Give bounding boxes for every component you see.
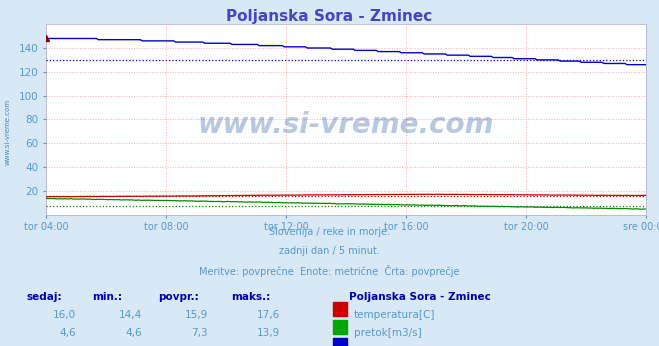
Text: pretok[m3/s]: pretok[m3/s] (354, 328, 422, 338)
Text: 16,0: 16,0 (53, 310, 76, 320)
Text: min.:: min.: (92, 292, 123, 302)
Text: zadnji dan / 5 minut.: zadnji dan / 5 minut. (279, 246, 380, 256)
Text: Poljanska Sora - Zminec: Poljanska Sora - Zminec (227, 9, 432, 24)
Text: www.si-vreme.com: www.si-vreme.com (5, 98, 11, 165)
Text: maks.:: maks.: (231, 292, 270, 302)
Text: 15,9: 15,9 (185, 310, 208, 320)
Text: www.si-vreme.com: www.si-vreme.com (198, 111, 494, 139)
Text: 14,4: 14,4 (119, 310, 142, 320)
Text: Poljanska Sora - Zminec: Poljanska Sora - Zminec (349, 292, 491, 302)
Text: Meritve: povprečne  Enote: metrične  Črta: povprečje: Meritve: povprečne Enote: metrične Črta:… (199, 265, 460, 277)
Text: 4,6: 4,6 (125, 328, 142, 338)
Text: temperatura[C]: temperatura[C] (354, 310, 436, 320)
Text: 4,6: 4,6 (59, 328, 76, 338)
Text: sedaj:: sedaj: (26, 292, 62, 302)
Text: 13,9: 13,9 (257, 328, 280, 338)
Text: Slovenija / reke in morje.: Slovenija / reke in morje. (269, 227, 390, 237)
Text: 7,3: 7,3 (191, 328, 208, 338)
Text: povpr.:: povpr.: (158, 292, 199, 302)
Text: 17,6: 17,6 (257, 310, 280, 320)
